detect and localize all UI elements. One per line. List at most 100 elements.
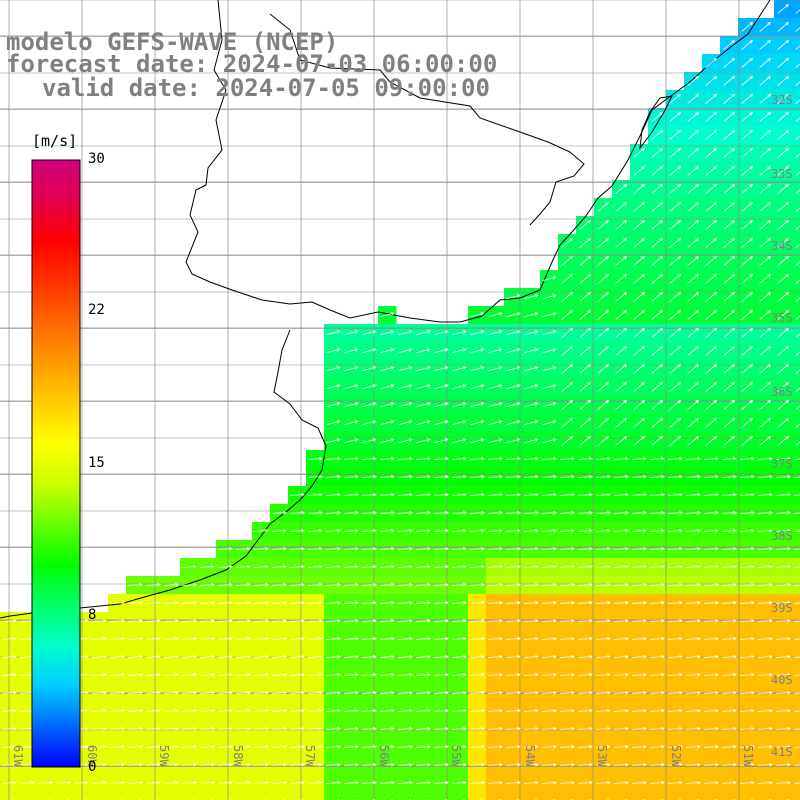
wind-arrow xyxy=(613,672,629,677)
wind-arrow xyxy=(705,147,717,158)
wind-arrow xyxy=(723,93,735,104)
wind-arrow xyxy=(487,708,503,713)
longitude-label: 57W xyxy=(303,745,317,767)
wind-speed-cell xyxy=(162,792,181,800)
wind-arrow xyxy=(775,636,791,641)
wind-arrow xyxy=(415,492,431,497)
wind-arrow xyxy=(703,618,719,623)
wind-arrow xyxy=(380,438,395,444)
wind-arrow xyxy=(289,744,305,749)
wind-arrow xyxy=(163,762,179,767)
wind-arrow xyxy=(777,381,789,392)
wind-arrow xyxy=(217,600,233,605)
wind-arrow xyxy=(775,492,791,497)
wind-arrow xyxy=(217,654,233,659)
wind-arrow xyxy=(579,309,591,320)
wind-arrow xyxy=(524,402,539,408)
wind-arrow xyxy=(398,420,413,426)
wind-arrow xyxy=(415,456,431,461)
wind-arrow xyxy=(542,276,557,282)
wind-arrow xyxy=(434,420,449,426)
wind-arrow xyxy=(667,582,683,587)
wind-arrow xyxy=(669,435,681,446)
wind-arrow xyxy=(343,474,359,479)
wind-arrow xyxy=(379,726,395,731)
wind-arrow xyxy=(488,312,503,318)
wind-arrow xyxy=(723,129,735,140)
wind-arrow xyxy=(379,618,395,623)
wind-arrow xyxy=(325,564,341,569)
latitude-label: 40S xyxy=(771,673,793,687)
wind-arrow xyxy=(523,492,539,497)
wind-arrow xyxy=(651,417,663,428)
wind-arrow xyxy=(759,291,771,302)
wind-arrow xyxy=(687,201,699,212)
wind-arrow xyxy=(741,183,753,194)
wind-arrow xyxy=(633,147,645,158)
wind-arrow xyxy=(506,384,521,390)
wind-speed-cell xyxy=(36,792,55,800)
wind-arrow xyxy=(361,600,377,605)
wind-arrow xyxy=(597,345,609,356)
wind-arrow xyxy=(470,402,485,408)
wind-arrow xyxy=(703,582,719,587)
wind-arrow xyxy=(777,237,789,248)
wind-arrow xyxy=(579,219,591,230)
wind-arrow xyxy=(793,692,800,694)
wind-arrow xyxy=(649,762,665,767)
wind-arrow xyxy=(669,399,681,410)
wind-arrow xyxy=(415,600,431,605)
wind-arrow xyxy=(199,726,215,731)
coastline xyxy=(0,0,771,619)
wind-arrow xyxy=(524,294,539,300)
wind-arrow xyxy=(235,726,251,731)
wind-arrow xyxy=(397,708,413,713)
wind-arrow xyxy=(433,762,449,767)
wind-speed-cell xyxy=(792,306,800,325)
wind-arrow xyxy=(326,330,341,336)
wind-arrow xyxy=(559,708,575,713)
wind-arrow xyxy=(542,312,557,318)
wind-arrow xyxy=(523,510,539,515)
wind-speed-cell xyxy=(792,72,800,91)
wind-arrow xyxy=(344,384,359,390)
wind-arrow xyxy=(235,654,251,659)
wind-arrow xyxy=(759,399,771,410)
wind-arrow xyxy=(723,363,735,374)
wind-arrow xyxy=(379,564,395,569)
wind-arrow xyxy=(145,744,161,749)
wind-arrow xyxy=(325,690,341,695)
wind-arrow xyxy=(470,438,485,444)
wind-arrow xyxy=(199,600,215,605)
wind-arrow xyxy=(759,219,771,230)
wind-arrow xyxy=(343,492,359,497)
wind-arrow xyxy=(307,546,323,551)
wind-arrow xyxy=(379,636,395,641)
wind-arrow xyxy=(541,726,557,731)
wind-arrow xyxy=(703,510,719,515)
wind-arrow xyxy=(505,780,521,785)
wind-arrow xyxy=(793,530,800,532)
wind-arrow xyxy=(451,780,467,785)
wind-arrow xyxy=(723,381,735,392)
wind-arrow xyxy=(775,456,791,461)
wind-arrow xyxy=(633,273,645,284)
wind-arrow xyxy=(109,726,125,731)
wind-arrow xyxy=(559,474,575,479)
wind-arrow xyxy=(759,201,771,212)
wind-arrow xyxy=(487,726,503,731)
wind-arrow xyxy=(613,510,629,515)
wind-arrow xyxy=(741,57,753,68)
latitude-label: 34S xyxy=(771,239,793,253)
wind-arrow xyxy=(235,690,251,695)
wind-arrow xyxy=(759,75,771,86)
wind-arrow xyxy=(199,762,215,767)
wind-arrow xyxy=(469,672,485,677)
wind-arrow xyxy=(199,564,215,569)
wind-arrow xyxy=(289,510,305,515)
wind-arrow xyxy=(775,708,791,713)
wind-arrow xyxy=(595,636,611,641)
wind-arrow xyxy=(181,654,197,659)
wind-speed-cell xyxy=(630,792,649,800)
wind-arrow xyxy=(667,600,683,605)
